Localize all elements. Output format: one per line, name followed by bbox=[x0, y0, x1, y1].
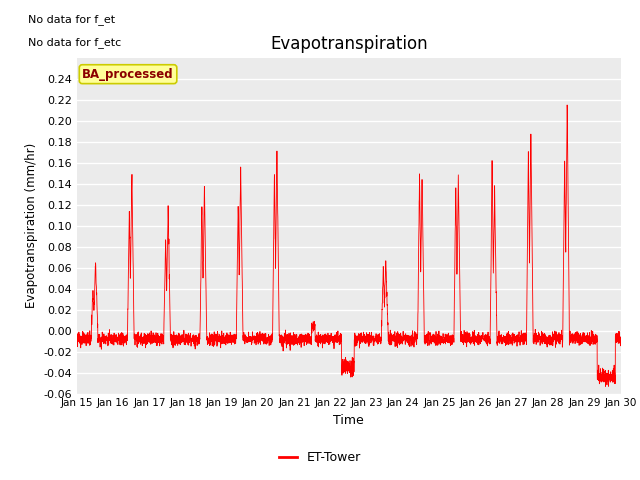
Text: BA_processed: BA_processed bbox=[82, 68, 174, 81]
Legend: ET-Tower: ET-Tower bbox=[273, 446, 367, 469]
Text: No data for f_etc: No data for f_etc bbox=[28, 37, 121, 48]
Y-axis label: Evapotranspiration (mm/hr): Evapotranspiration (mm/hr) bbox=[24, 143, 38, 308]
Text: No data for f_et: No data for f_et bbox=[28, 14, 115, 25]
X-axis label: Time: Time bbox=[333, 414, 364, 427]
Title: Evapotranspiration: Evapotranspiration bbox=[270, 35, 428, 53]
